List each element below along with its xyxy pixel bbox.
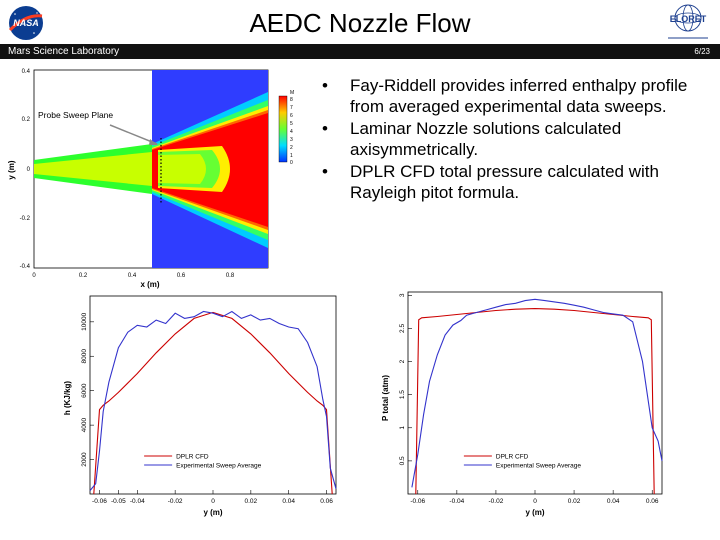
bullet-text: DPLR CFD total pressure calculated with … bbox=[350, 162, 659, 202]
svg-text:2: 2 bbox=[290, 145, 293, 151]
plot-frame bbox=[89, 295, 337, 495]
contour-x-ticks: 0 0.2 0.4 0.6 0.8 bbox=[32, 273, 235, 279]
contour-x-label: x (m) bbox=[140, 280, 159, 289]
x-tick-label: -0.02 bbox=[489, 498, 504, 505]
svg-text:0.4: 0.4 bbox=[22, 69, 31, 75]
y-tick-label: 1.5 bbox=[399, 390, 406, 399]
y-tick-label: 4000 bbox=[81, 418, 88, 433]
x-tick-label: 0.02 bbox=[568, 498, 581, 505]
y-tick-label: 0.5 bbox=[399, 456, 406, 465]
series-line-experimental bbox=[411, 298, 663, 488]
x-tick-label: -0.04 bbox=[449, 498, 464, 505]
svg-text:0.2: 0.2 bbox=[79, 273, 88, 279]
bullet-item: • Laminar Nozzle solutions calculated axi… bbox=[322, 119, 622, 159]
svg-text:8: 8 bbox=[290, 97, 293, 103]
y-axis-label: h (KJ/kg) bbox=[63, 381, 72, 416]
x-tick-label: 0.04 bbox=[607, 498, 620, 505]
y-tick-label: 2.5 bbox=[399, 324, 406, 333]
x-tick-label: 0.04 bbox=[282, 498, 295, 505]
svg-text:3: 3 bbox=[290, 137, 293, 143]
contour-y-label: y (m) bbox=[7, 160, 16, 179]
pressure-chart: -0.06 -0.04 -0.02 0 0.02 0.04 0.06 0.5 1 1.5 2 2.5 3… bbox=[381, 291, 663, 517]
annotation-arrow bbox=[109, 124, 158, 145]
x-tick-label: -0.04 bbox=[130, 498, 145, 505]
svg-text:0: 0 bbox=[27, 167, 31, 173]
eloret-logo-icon: ELORET bbox=[668, 4, 708, 39]
x-tick-label: 0 bbox=[211, 498, 215, 505]
colorbar-title: M bbox=[290, 90, 294, 96]
bullet-list: • Fay-Riddell provides inferred enthalpy … bbox=[322, 76, 718, 205]
x-axis-label: y (m) bbox=[203, 508, 222, 517]
x-tick-label: 0.02 bbox=[245, 498, 258, 505]
colorbar bbox=[278, 95, 288, 163]
plot-frame bbox=[407, 291, 663, 495]
svg-text:6: 6 bbox=[290, 113, 293, 119]
bullet-text: Fay-Riddell provides inferred enthalpy p… bbox=[350, 76, 688, 116]
y-tick-label: 8000 bbox=[81, 349, 88, 364]
x-tick-label: -0.05 bbox=[111, 498, 126, 505]
y-tick-label: 6000 bbox=[81, 383, 88, 398]
slide-title: AEDC Nozzle Flow bbox=[249, 8, 471, 38]
subtitle-bar bbox=[0, 44, 720, 59]
y-tick-label: 2000 bbox=[81, 452, 88, 467]
legend-label: DPLR CFD bbox=[176, 454, 209, 461]
svg-text:0: 0 bbox=[32, 273, 36, 279]
nasa-logo-icon: NASA bbox=[8, 6, 43, 40]
legend-label: Experimental Sweep Average bbox=[176, 463, 262, 470]
eloret-logo-text: ELORET bbox=[670, 14, 707, 24]
page-number: 6/23 bbox=[694, 47, 710, 56]
svg-text:4: 4 bbox=[290, 129, 293, 135]
legend-label: Experimental Sweep Average bbox=[496, 463, 582, 470]
y-tick-label: 1 bbox=[399, 426, 406, 430]
series-line-dplr-cfd bbox=[415, 308, 655, 495]
series-line-dplr-cfd bbox=[93, 311, 333, 495]
y-tick-label: 10000 bbox=[81, 312, 88, 330]
contour-plot: Probe Sweep Plane 0.4 0.2 0 -0.2 -0.4 0 … bbox=[7, 69, 294, 289]
svg-text:0.2: 0.2 bbox=[22, 117, 31, 123]
x-tick-label: -0.02 bbox=[168, 498, 183, 505]
y-tick-label: 2 bbox=[399, 359, 406, 363]
legend-label: DPLR CFD bbox=[496, 454, 529, 461]
contour-y-ticks: 0.4 0.2 0 -0.2 -0.4 bbox=[20, 69, 31, 270]
svg-text:0: 0 bbox=[290, 160, 293, 166]
bullet-item: • Fay-Riddell provides inferred enthalpy … bbox=[322, 76, 688, 116]
svg-text:0.4: 0.4 bbox=[128, 273, 137, 279]
bullet-text: Laminar Nozzle solutions calculated axis… bbox=[350, 119, 622, 159]
svg-text:-0.2: -0.2 bbox=[20, 216, 31, 222]
svg-text:1: 1 bbox=[290, 153, 293, 159]
x-tick-label: 0.06 bbox=[320, 498, 333, 505]
y-tick-label: 3 bbox=[399, 293, 406, 297]
bullet-item: • DPLR CFD total pressure calculated with… bbox=[322, 162, 659, 202]
x-tick-label: 0.06 bbox=[646, 498, 659, 505]
slide-subtitle: Mars Science Laboratory bbox=[8, 46, 120, 57]
svg-text:5: 5 bbox=[290, 121, 293, 127]
nasa-logo-text: NASA bbox=[13, 18, 39, 28]
svg-text:0.6: 0.6 bbox=[177, 273, 186, 279]
probe-sweep-label: Probe Sweep Plane bbox=[38, 110, 113, 120]
series-line-experimental bbox=[89, 310, 337, 491]
y-axis-label: P total (atm) bbox=[381, 375, 390, 421]
svg-text:-0.4: -0.4 bbox=[20, 264, 31, 270]
x-tick-label: -0.06 bbox=[410, 498, 425, 505]
svg-text:0.8: 0.8 bbox=[226, 273, 235, 279]
x-axis-label: y (m) bbox=[525, 508, 544, 517]
colorbar-labels: 8 7 6 5 4 3 2 1 0 bbox=[290, 97, 293, 166]
enthalpy-chart: -0.06 -0.05 -0.04 -0.02 0 0.02 0.04 0.06 2000 400… bbox=[63, 295, 337, 517]
svg-text:7: 7 bbox=[290, 105, 293, 111]
x-tick-label: -0.06 bbox=[92, 498, 107, 505]
x-tick-label: 0 bbox=[533, 498, 537, 505]
